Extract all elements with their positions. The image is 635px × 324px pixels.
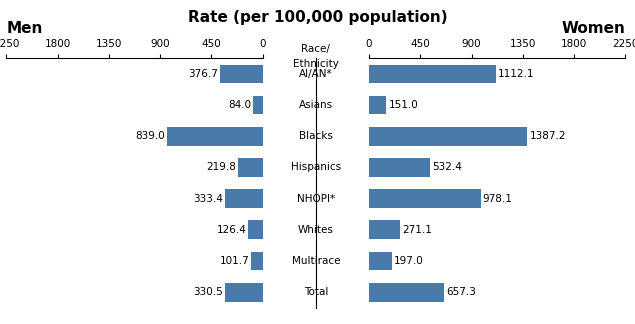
Bar	[369, 64, 496, 83]
Bar	[369, 252, 392, 270]
Bar	[369, 158, 430, 177]
Text: 197.0: 197.0	[394, 256, 424, 266]
Bar	[167, 127, 263, 146]
Text: 657.3: 657.3	[446, 287, 476, 297]
Text: Blacks: Blacks	[299, 131, 333, 141]
Bar	[369, 96, 386, 114]
Text: 84.0: 84.0	[229, 100, 251, 110]
Text: Whites: Whites	[298, 225, 334, 235]
Text: 330.5: 330.5	[194, 287, 224, 297]
Bar	[225, 283, 263, 302]
Text: Race/: Race/	[302, 44, 330, 54]
Text: 101.7: 101.7	[220, 256, 250, 266]
Text: 219.8: 219.8	[206, 162, 236, 172]
Text: Ethnicity: Ethnicity	[293, 59, 339, 69]
Bar	[220, 64, 263, 83]
Text: 1112.1: 1112.1	[498, 69, 535, 79]
Text: 376.7: 376.7	[188, 69, 218, 79]
Text: 532.4: 532.4	[432, 162, 462, 172]
Bar	[237, 158, 263, 177]
Text: Multirace: Multirace	[291, 256, 340, 266]
Bar	[253, 96, 263, 114]
Bar	[225, 189, 263, 208]
Text: 271.1: 271.1	[402, 225, 432, 235]
Bar	[248, 220, 263, 239]
Text: AI/AN*: AI/AN*	[299, 69, 333, 79]
Text: Total: Total	[304, 287, 328, 297]
Text: 978.1: 978.1	[483, 194, 512, 204]
Text: 126.4: 126.4	[217, 225, 246, 235]
Text: Women: Women	[561, 21, 625, 36]
Bar	[369, 189, 481, 208]
Text: 839.0: 839.0	[136, 131, 166, 141]
Text: 1387.2: 1387.2	[530, 131, 566, 141]
Bar	[251, 252, 263, 270]
Text: Asians: Asians	[299, 100, 333, 110]
Text: Hispanics: Hispanics	[291, 162, 341, 172]
Bar	[369, 283, 444, 302]
Text: 333.4: 333.4	[193, 194, 223, 204]
Text: NHOPI*: NHOPI*	[297, 194, 335, 204]
Bar	[369, 220, 400, 239]
Bar	[369, 127, 527, 146]
Text: 151.0: 151.0	[389, 100, 418, 110]
Text: Men: Men	[6, 21, 43, 36]
Text: Rate (per 100,000 population): Rate (per 100,000 population)	[188, 10, 447, 25]
